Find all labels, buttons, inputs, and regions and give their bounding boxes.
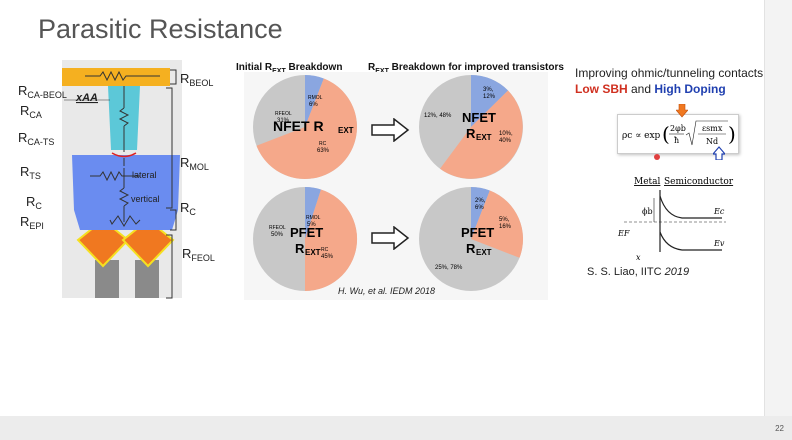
- svg-text:(: (: [662, 122, 670, 146]
- nfet-init-title-sub: EXT: [338, 126, 354, 135]
- slice-rmol: [305, 74, 324, 127]
- pie-pfet-improved: 25%, 78% 2%, 6% 5%, 16% PFET R EXT: [419, 186, 524, 291]
- nfet-imp-right2: 40%: [499, 138, 512, 144]
- slice-rc: [471, 190, 524, 258]
- band-semi-label: Semiconductor: [664, 177, 734, 187]
- nfet-init-feol-pct: 31%: [277, 118, 290, 124]
- label-rc-left: RC: [26, 194, 42, 211]
- nfet-imp-title1: NFET: [462, 110, 496, 125]
- label-rca-ts: RCA-TS: [18, 130, 55, 147]
- pfet-init-feol-pct: 50%: [271, 232, 284, 238]
- ca-via: [108, 86, 140, 150]
- pfet-init-mol-label: RMOL: [306, 215, 321, 221]
- slice-rc: [440, 90, 523, 179]
- svg-text:): ): [728, 122, 736, 146]
- pointer-dot: [654, 154, 660, 160]
- pfet-imp-title2: R: [466, 241, 476, 256]
- nfet-imp-top2: 12%: [483, 94, 496, 100]
- citation-wu: H. Wu, et al. IEDM 2018: [338, 286, 436, 296]
- pfet-init-feol-label: RFEOL: [269, 225, 286, 231]
- formula-sqrt-num: εsmx: [702, 124, 723, 133]
- citation-liao: S. S. Liao, IITC 2019: [587, 266, 690, 278]
- label-rc-right: RC: [180, 200, 196, 217]
- slide-number: 22: [775, 424, 784, 433]
- brackets: [166, 69, 177, 299]
- nfet-init-c-pct: 63%: [317, 148, 330, 154]
- band-metal-label: Metal: [634, 177, 661, 187]
- pie-nfet-improved: 12%, 48% 3%, 12% 10%, 40% NFET R EXT: [419, 75, 523, 179]
- nfet-init-mol-label: RMOL: [308, 95, 323, 101]
- band-ef-label: EF: [617, 229, 630, 238]
- slice-rc: [305, 189, 358, 292]
- vertical-label: vertical: [131, 194, 160, 204]
- gate-left: [95, 260, 119, 298]
- slice-rmol: [305, 186, 321, 239]
- xaa-label: xAA: [75, 92, 98, 104]
- label-rca: RCA: [20, 103, 42, 120]
- pfet-init-c-label: RC: [321, 247, 329, 253]
- band-x-label: x: [636, 253, 641, 262]
- formula-den: ħ: [674, 136, 679, 145]
- arrow-up-icon: [713, 146, 725, 160]
- band-phib-label: ϕb: [642, 207, 653, 216]
- arrow-right-icon: [371, 226, 410, 250]
- pfet-imp-right2: 16%: [499, 224, 512, 230]
- label-rmol: RMOL: [180, 155, 209, 172]
- pfet-init-c-pct: 45%: [321, 254, 334, 260]
- nfet-init-title: NFET R: [273, 118, 324, 134]
- contacts-heading: Improving ohmic/tunneling contacts:: [575, 66, 767, 80]
- slice-rc: [256, 78, 357, 179]
- pfet-init-mol-pct: 5%: [307, 222, 316, 228]
- band-ec-label: Ec: [713, 207, 725, 216]
- label-rca-beol: RCA-BEOL: [18, 83, 67, 100]
- lateral-label: lateral: [132, 170, 157, 180]
- formula-lhs: ρc ∝ exp: [622, 131, 661, 141]
- pie-pfet-initial: RFEOL 50% RMOL 5% PFET R EXT RC 45%: [253, 186, 358, 292]
- pfet-init-title2: R: [295, 241, 305, 256]
- pie-nfet-initial: RFEOL 31% RMOL 6% NFET R EXT RC 63%: [253, 74, 357, 179]
- slide-title: Parasitic Resistance: [38, 14, 283, 44]
- pfet-init-title1: PFET: [290, 225, 323, 240]
- nfet-imp-top: 3%,: [483, 87, 494, 93]
- right-sidebar: [764, 0, 792, 416]
- bottom-bar: [0, 416, 792, 440]
- nfet-init-c-label: RC: [319, 141, 327, 147]
- pfet-imp-left: 25%, 78%: [435, 265, 463, 271]
- nfet-imp-title2: R: [466, 126, 476, 141]
- resistor-network: [85, 70, 160, 227]
- slice-rmol: [471, 75, 508, 127]
- band-ev-label: Ev: [713, 239, 725, 248]
- nfet-imp-title2-sub: EXT: [476, 133, 492, 142]
- formula-sqrt-den: Nd: [706, 137, 718, 146]
- slice-rmol: [471, 186, 490, 239]
- nfet-imp-left: 12%, 48%: [424, 113, 452, 119]
- label-rts: RTS: [20, 164, 41, 181]
- pfet-imp-title1: PFET: [461, 225, 494, 240]
- nfet-imp-right: 10%,: [499, 131, 513, 137]
- pfet-imp-title2-sub: EXT: [476, 248, 492, 257]
- contacts-subheading: Low SBH and High Doping: [575, 82, 726, 96]
- mol-block: [72, 155, 180, 230]
- nfet-init-feol-label: RFEOL: [275, 111, 292, 117]
- pfet-imp-right: 5%,: [499, 217, 510, 223]
- pfet-imp-top2: 6%: [475, 205, 484, 211]
- pfet-init-title2-sub: EXT: [305, 248, 321, 257]
- label-rbeol: RBEOL: [180, 71, 214, 88]
- device-diagram: lateral vertical xAA: [62, 60, 182, 299]
- epi-diamonds: [76, 218, 175, 268]
- arrow-right-icon: [371, 118, 410, 142]
- band-diagram: Metal Semiconductor ϕb Ec EF Ev x: [617, 177, 734, 262]
- nfet-init-mol-pct: 6%: [309, 102, 318, 108]
- pfet-imp-top: 2%,: [475, 198, 486, 204]
- formula-num: 2φb: [670, 124, 686, 133]
- label-rfeol: RFEOL: [182, 246, 215, 263]
- arrow-down-icon: [676, 104, 688, 118]
- label-repi: REPI: [20, 214, 44, 231]
